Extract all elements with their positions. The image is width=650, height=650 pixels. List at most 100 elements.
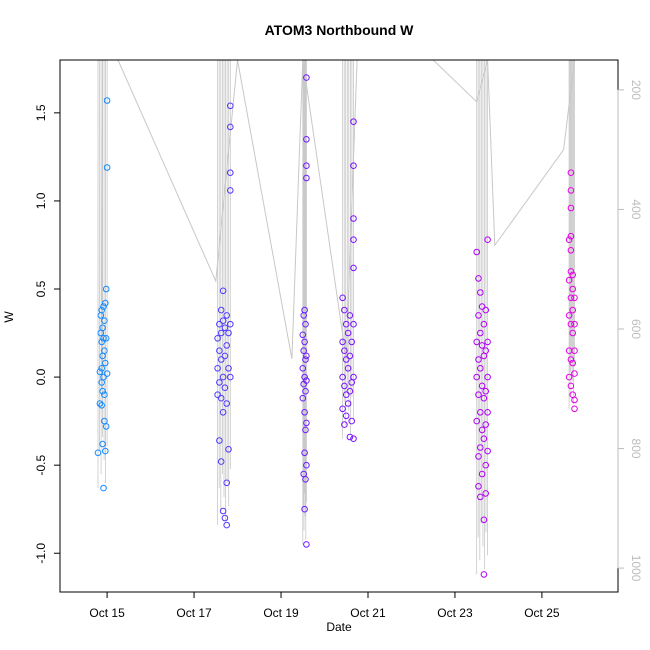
data-point bbox=[302, 320, 309, 328]
data-point bbox=[223, 521, 230, 529]
data-point bbox=[303, 419, 310, 427]
secondary-y-tick-label: 800 bbox=[629, 439, 643, 459]
secondary-y-tick-label: 200 bbox=[629, 80, 643, 100]
data-point bbox=[346, 433, 354, 441]
data-point bbox=[102, 299, 109, 307]
data-point bbox=[482, 490, 490, 497]
data-point bbox=[484, 236, 491, 243]
data-point bbox=[341, 421, 348, 428]
data-point bbox=[221, 514, 229, 522]
secondary-y-tick-label: 600 bbox=[629, 319, 643, 339]
data-point bbox=[227, 320, 234, 328]
data-point bbox=[350, 320, 357, 328]
data-point bbox=[567, 320, 575, 328]
data-point bbox=[571, 347, 578, 355]
data-point bbox=[567, 232, 575, 240]
data-point bbox=[102, 447, 109, 455]
data-point bbox=[302, 476, 309, 483]
data-point bbox=[219, 317, 227, 325]
data-point bbox=[473, 248, 481, 256]
data-point bbox=[216, 379, 223, 386]
data-point bbox=[227, 187, 234, 194]
data-point bbox=[227, 102, 234, 110]
data-point bbox=[216, 320, 223, 328]
data-point bbox=[477, 365, 484, 372]
data-point bbox=[567, 187, 575, 194]
data-point bbox=[216, 347, 223, 355]
data-point bbox=[571, 370, 578, 377]
data-point bbox=[94, 449, 102, 457]
data-point bbox=[227, 123, 234, 131]
data-point bbox=[217, 306, 225, 314]
data-point bbox=[571, 396, 578, 404]
data-point bbox=[303, 136, 310, 143]
data-point bbox=[484, 338, 491, 346]
data-point bbox=[223, 342, 230, 349]
data-point bbox=[482, 387, 490, 395]
data-point bbox=[219, 409, 227, 416]
data-point bbox=[223, 479, 230, 487]
data-point bbox=[339, 338, 346, 346]
data-point bbox=[221, 352, 229, 360]
data-point bbox=[303, 461, 310, 469]
data-point bbox=[477, 444, 484, 451]
x-tick-label: Oct 15 bbox=[89, 606, 125, 620]
data-point bbox=[571, 405, 578, 413]
data-point bbox=[214, 391, 221, 399]
data-point bbox=[482, 306, 490, 314]
data-point bbox=[98, 306, 105, 314]
y-tick-label: -1.0 bbox=[34, 543, 48, 564]
data-point bbox=[102, 285, 110, 293]
data-point bbox=[299, 394, 307, 402]
data-point bbox=[100, 484, 107, 492]
data-point bbox=[565, 236, 573, 243]
data-point bbox=[342, 391, 350, 399]
secondary-y-tick-label: 1000 bbox=[629, 555, 643, 582]
x-tick-label: Oct 25 bbox=[524, 606, 560, 620]
data-point bbox=[482, 461, 490, 469]
data-point bbox=[102, 335, 110, 342]
data-point bbox=[567, 294, 575, 302]
data-point bbox=[98, 365, 105, 372]
data-point bbox=[475, 391, 482, 399]
x-tick-label: Oct 23 bbox=[437, 606, 473, 620]
data-point bbox=[301, 338, 308, 346]
data-point bbox=[477, 329, 484, 337]
data-point bbox=[302, 426, 309, 434]
data-point bbox=[223, 400, 230, 407]
data-point bbox=[100, 303, 107, 310]
plot-frame bbox=[59, 59, 619, 593]
data-point bbox=[567, 169, 575, 176]
data-point bbox=[567, 247, 575, 254]
y-tick-label: 0.5 bbox=[34, 280, 48, 297]
data-point bbox=[342, 320, 350, 328]
data-point bbox=[99, 440, 106, 448]
data-point bbox=[348, 338, 356, 346]
y-tick-label: 0.0 bbox=[34, 368, 48, 385]
data-point bbox=[101, 347, 108, 355]
data-point bbox=[350, 118, 357, 125]
y-axis-title: W bbox=[2, 311, 16, 323]
data-point bbox=[303, 541, 310, 548]
data-point bbox=[346, 387, 354, 395]
data-point bbox=[478, 342, 486, 349]
data-point bbox=[302, 356, 309, 363]
data-point bbox=[98, 402, 105, 409]
data-point bbox=[223, 312, 230, 319]
data-point bbox=[569, 359, 577, 367]
data-point bbox=[301, 505, 308, 513]
data-point bbox=[473, 417, 481, 425]
chart-title: ATOM3 Northbound W bbox=[265, 22, 415, 38]
data-point bbox=[482, 421, 490, 428]
data-point bbox=[480, 516, 488, 524]
data-point bbox=[303, 74, 310, 81]
x-axis: Oct 15 Oct 17 Oct 19 Oct 21 Oct 23 Oct 25 bbox=[89, 591, 560, 620]
data-point bbox=[102, 423, 110, 430]
secondary-y-tick-label: 400 bbox=[629, 199, 643, 219]
data-point bbox=[301, 449, 308, 457]
data-point bbox=[301, 373, 308, 381]
y-tick-label: -0.5 bbox=[34, 455, 48, 476]
data-point bbox=[339, 405, 346, 413]
data-point bbox=[350, 236, 357, 243]
data-point bbox=[475, 453, 482, 460]
